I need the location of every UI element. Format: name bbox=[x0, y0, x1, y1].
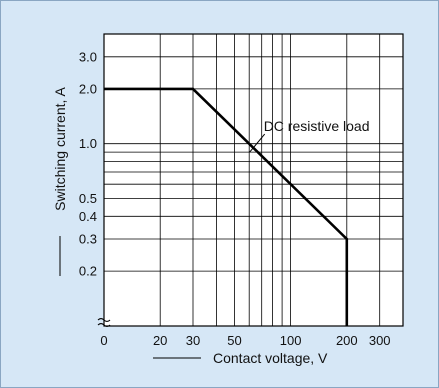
annotation-leader bbox=[249, 133, 266, 153]
annotation-dc-resistive-load: DC resistive load bbox=[264, 118, 370, 134]
axis-break-icon bbox=[97, 317, 111, 328]
y-tick-label: 0.3 bbox=[79, 232, 97, 247]
y-tick-label: 0.2 bbox=[79, 264, 97, 279]
x-tick-label: 0 bbox=[100, 333, 107, 348]
x-tick-label: 300 bbox=[369, 333, 391, 348]
x-tick-label: 50 bbox=[227, 333, 241, 348]
x-axis-title: Contact voltage, V bbox=[213, 350, 328, 366]
grid bbox=[104, 34, 403, 326]
x-tick-label: 20 bbox=[153, 333, 167, 348]
y-tick-label: 0.5 bbox=[79, 191, 97, 206]
plot-border bbox=[103, 33, 404, 327]
y-tick-label: 2.0 bbox=[79, 81, 97, 96]
y-tick-label: 1.0 bbox=[79, 136, 97, 151]
x-tick-label: 200 bbox=[336, 333, 358, 348]
y-tick-label: 0.4 bbox=[79, 209, 97, 224]
x-tick-label: 30 bbox=[186, 333, 200, 348]
x-tick-label: 100 bbox=[280, 333, 302, 348]
y-tick-labels: 0.2 0.3 0.4 0.5 1.0 2.0 3.0 bbox=[79, 49, 97, 278]
series-layer bbox=[104, 87, 349, 326]
y-tick-label: 3.0 bbox=[79, 49, 97, 64]
y-axis-title: Switching current, A bbox=[52, 86, 68, 210]
series-line-dc-resistive-load bbox=[104, 87, 349, 326]
plot-area bbox=[104, 34, 403, 326]
x-tick-labels: 0 20 30 50 100 200 300 bbox=[100, 333, 390, 348]
